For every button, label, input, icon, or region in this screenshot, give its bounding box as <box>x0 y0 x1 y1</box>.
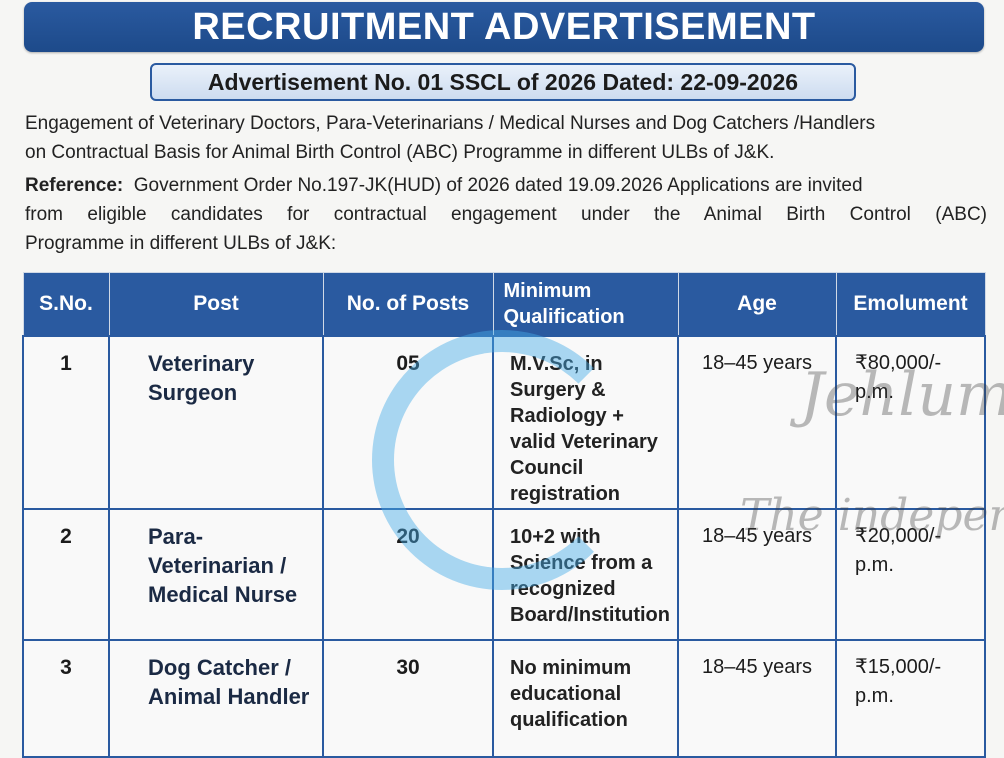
cell-posts: 05 <box>322 335 494 510</box>
page-title: RECRUITMENT ADVERTISEMENT <box>192 5 816 48</box>
cell-emolument: ₹20,000/- p.m. <box>835 508 986 641</box>
cell-age: 18–45 years <box>677 335 837 510</box>
table-row: 1 Veterinary Surgeon 05 M.V.Sc, in Surge… <box>22 335 986 510</box>
header-emolument: Emolument <box>835 272 986 337</box>
cell-emolument: ₹15,000/- p.m. <box>835 639 986 758</box>
advertisement-number-box: Advertisement No. 01 SSCL of 2026 Dated:… <box>150 63 856 101</box>
cell-post: Para-Veterinarian / Medical Nurse <box>108 508 324 641</box>
cell-qualification: No minimum educational qualification <box>492 639 679 758</box>
cell-post: Veterinary Surgeon <box>108 335 324 510</box>
header-age: Age <box>677 272 837 337</box>
advertisement-number: Advertisement No. 01 SSCL of 2026 Dated:… <box>207 68 799 95</box>
cell-posts: 30 <box>322 639 494 758</box>
reference-label: Reference: <box>25 175 124 196</box>
cell-age: 18–45 years <box>677 508 837 641</box>
cell-qualification: 10+2 with Science from a recognized Boar… <box>492 508 679 641</box>
intro-line-1: Engagement of Veterinary Doctors, Para-V… <box>25 113 876 134</box>
intro-line-2: on Contractual Basis for Animal Birth Co… <box>25 142 775 163</box>
header-sno: S.No. <box>22 272 110 337</box>
cell-sno: 1 <box>22 335 110 510</box>
cell-emolument: ₹80,000/- p.m. <box>835 335 986 510</box>
reference-line-2: from eligible candidates for contractual… <box>25 204 987 225</box>
header-post: Post <box>108 272 324 337</box>
table-row: 2 Para-Veterinarian / Medical Nurse 20 1… <box>22 508 986 641</box>
table-row: 3 Dog Catcher / Animal Handler 30 No min… <box>22 639 986 758</box>
title-banner: RECRUITMENT ADVERTISEMENT <box>24 2 984 52</box>
intro-paragraph: Engagement of Veterinary Doctors, Para-V… <box>25 109 987 167</box>
cell-post: Dog Catcher / Animal Handler <box>108 639 324 758</box>
cell-qualification: M.V.Sc, in Surgery & Radiology + valid V… <box>492 335 679 510</box>
reference-text-1: Government Order No.197-JK(HUD) of 2026 … <box>133 175 863 196</box>
reference-line-1: Reference: Government Order No.197-JK(HU… <box>25 171 987 200</box>
header-qualification: Minimum Qualification <box>492 272 679 337</box>
header-posts: No. of Posts <box>322 272 494 337</box>
cell-posts: 20 <box>322 508 494 641</box>
cell-sno: 3 <box>22 639 110 758</box>
posts-table: S.No. Post No. of Posts Minimum Qualific… <box>22 272 986 758</box>
reference-line-3: Programme in different ULBs of J&K: <box>25 233 337 254</box>
cell-sno: 2 <box>22 508 110 641</box>
reference-paragraph: Reference: Government Order No.197-JK(HU… <box>25 171 987 258</box>
table-header-row: S.No. Post No. of Posts Minimum Qualific… <box>22 272 986 337</box>
cell-age: 18–45 years <box>677 639 837 758</box>
